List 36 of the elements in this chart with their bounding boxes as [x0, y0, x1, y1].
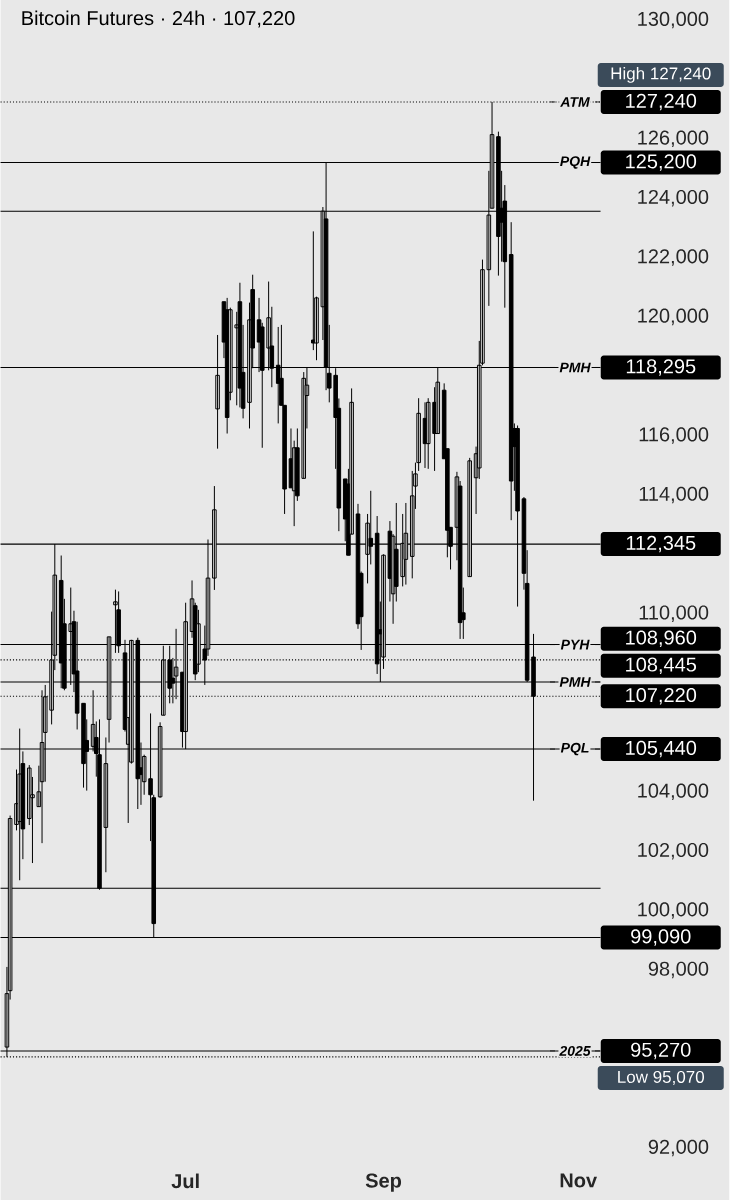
y-tick-label: 102,000	[638, 842, 709, 860]
y-tick-label: 130,000	[638, 11, 709, 29]
annotation: ATM	[560, 97, 591, 107]
ref-line-label: 99,090	[631, 929, 691, 946]
y-tick-label: 100,000	[638, 902, 709, 919]
x-tick-label: Jul	[171, 1173, 199, 1189]
x-tick-label: Sep	[366, 1173, 402, 1192]
y-tick-label: 116,000	[639, 427, 709, 444]
y-tick-label: 92,000	[649, 1139, 709, 1157]
y-tick-label: 124,000	[638, 189, 709, 207]
annotation: PYH	[561, 639, 590, 650]
annotation: PMH	[559, 677, 592, 687]
ref-line-label: 105,440	[626, 740, 697, 758]
x-tick-label: Nov	[560, 1173, 598, 1188]
chart-title: Bitcoin Futures · 24h · 107,220	[22, 10, 295, 28]
ref-line-label: 107,220	[626, 687, 697, 705]
ref-line-label: 125,200	[626, 154, 697, 171]
y-tick-label: 122,000	[638, 249, 709, 266]
ref-line-label: 108,960	[626, 630, 697, 647]
y-tick-label: 126,000	[638, 130, 709, 148]
annotation: PMH	[559, 362, 592, 373]
annotation: PQH	[560, 156, 591, 169]
ref-line-label: 95,270	[631, 1042, 691, 1060]
text: Low 95,070	[618, 1070, 705, 1085]
ref-line-label: 118,295	[627, 359, 696, 376]
y-tick-label: 120,000	[638, 308, 709, 326]
annotation: 2025	[559, 1045, 591, 1056]
ref-line-label: 127,240	[626, 93, 697, 111]
text: High 127,240	[611, 67, 711, 83]
y-tick-label: 114,000	[639, 486, 709, 504]
y-tick-label: 98,000	[649, 961, 709, 979]
ref-line-label: 112,345	[627, 535, 696, 553]
y-tick-label: 104,000	[638, 783, 709, 801]
y-tick-label: 110,000	[639, 605, 709, 622]
ref-line-label: 108,445	[626, 657, 697, 674]
annotation: PQL	[561, 742, 589, 756]
